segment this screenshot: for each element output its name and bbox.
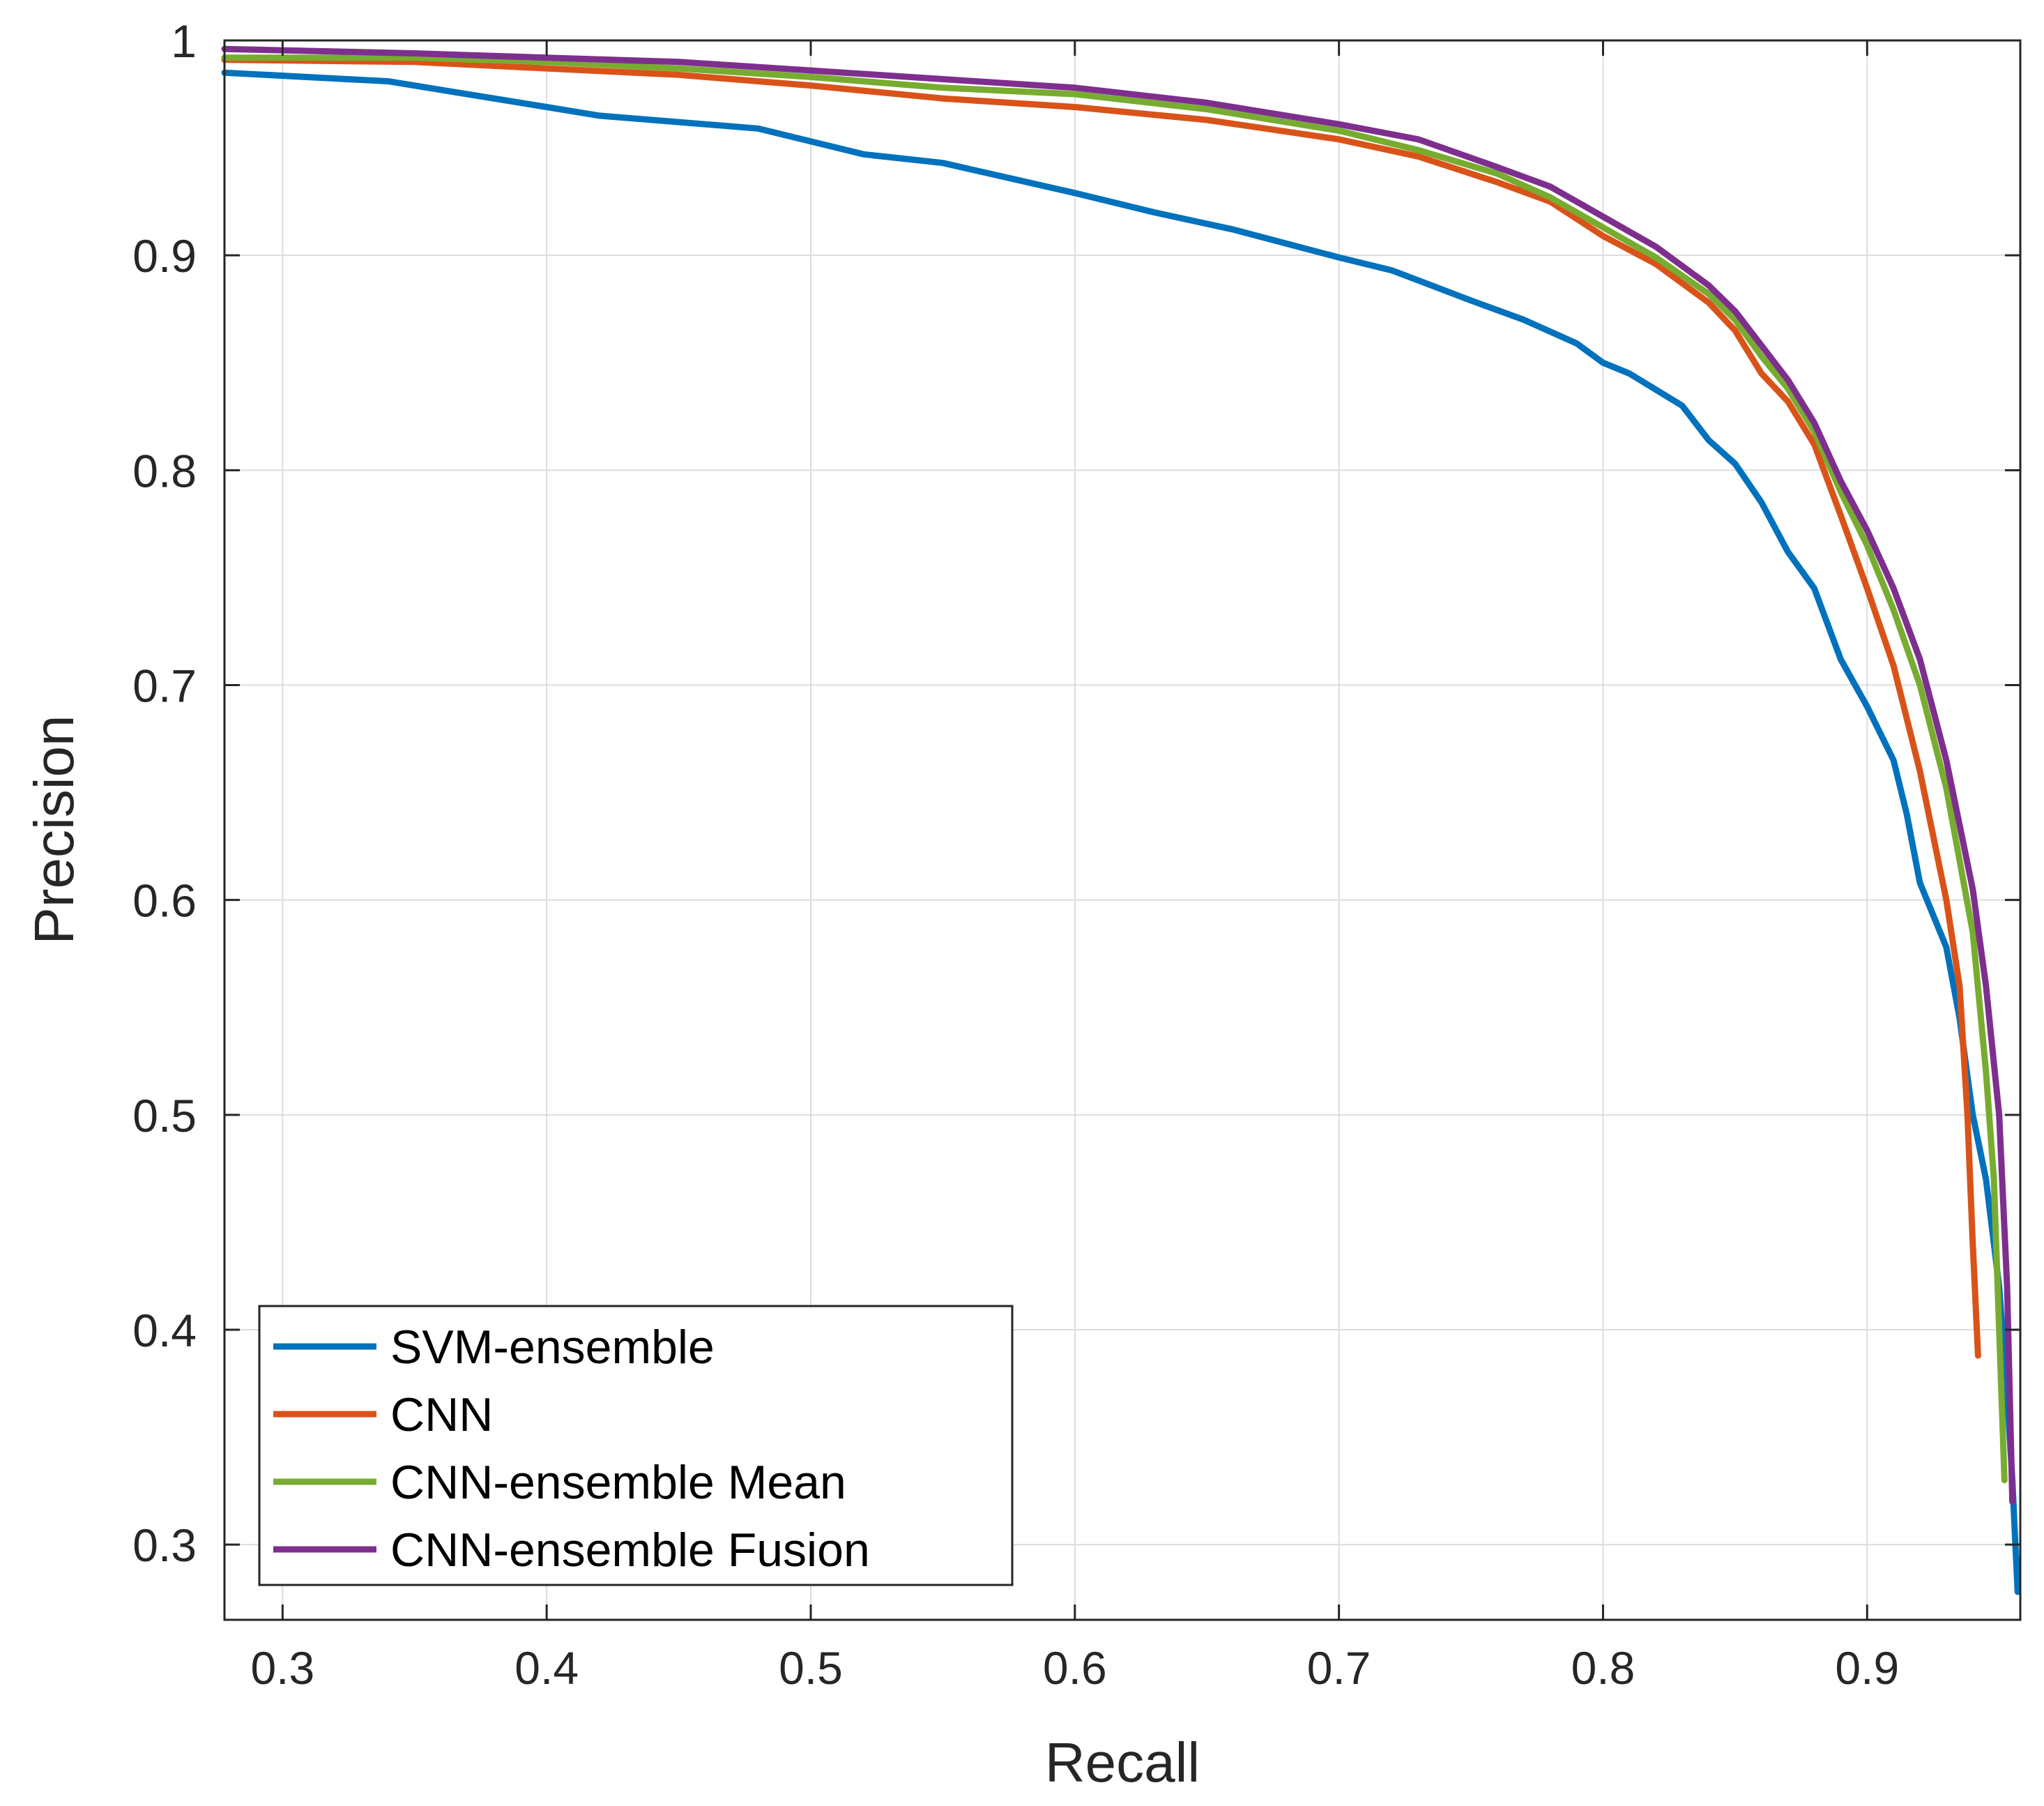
legend: SVM-ensemble CNN CNN-ensemble Mean CNN-ense…	[258, 1305, 1014, 1586]
legend-label-cnn-ensemble-mean: CNN-ensemble Mean	[390, 1456, 846, 1509]
legend-box	[258, 1305, 1014, 1586]
y-tick-label: 1	[171, 15, 197, 67]
y-tick-label: 0.4	[132, 1305, 197, 1356]
y-tick-label: 0.3	[132, 1519, 197, 1571]
x-tick-label: 0.4	[514, 1642, 579, 1694]
x-tick-label: 0.7	[1307, 1642, 1371, 1694]
x-axis-title: Recall	[1045, 1731, 1200, 1793]
plot-area-frame	[223, 39, 2022, 1621]
x-tick-label: 0.5	[779, 1642, 843, 1694]
x-tick-label: 0.8	[1571, 1642, 1635, 1694]
axis-ticks	[224, 39, 2020, 1620]
legend-label-cnn: CNN	[390, 1388, 493, 1441]
legend-label-cnn-ensemble-fusion: CNN-ensemble Fusion	[390, 1524, 870, 1577]
series-line-cnn-ensemble-mean	[221, 54, 2008, 1484]
x-tick-label: 0.9	[1835, 1642, 1899, 1694]
series-line-cnn-ensemble-fusion	[221, 45, 2016, 1505]
series-line-cnn	[221, 56, 1981, 1359]
legend-items: SVM-ensemble CNN CNN-ensemble Mean CNN-ense…	[273, 1321, 870, 1577]
y-tick-label: 0.7	[132, 660, 197, 711]
x-tick-label: 0.6	[1043, 1642, 1107, 1694]
y-tick-label: 0.9	[132, 230, 197, 282]
legend-label-svm-ensemble: SVM-ensemble	[390, 1321, 715, 1374]
y-tick-label: 0.5	[132, 1090, 197, 1141]
y-tick-label: 0.6	[132, 875, 197, 927]
y-tick-label: 0.8	[132, 445, 197, 496]
y-axis-title: Precision	[23, 715, 85, 944]
x-tick-label: 0.3	[250, 1642, 314, 1694]
axis-tick-labels: 0.3 0.4 0.5 0.6 0.7 0.8 0.9 0.3 0.4 0.5 0.6 0.7 0.8 0…	[132, 15, 1899, 1694]
series-layer	[221, 45, 2021, 1595]
